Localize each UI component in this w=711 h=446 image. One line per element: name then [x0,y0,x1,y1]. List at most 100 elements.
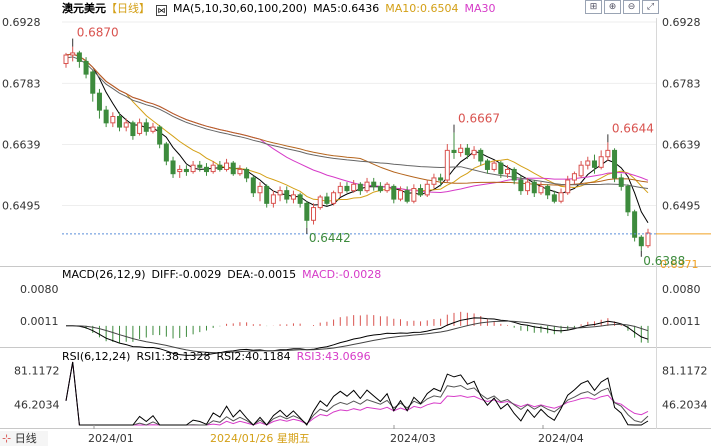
indicator-settings-icon[interactable]: ⋈ [156,5,167,16]
rsi-tick-left: 46.2034 [14,398,60,411]
ma-params-label: MA(5,10,30,60,100,200) [173,2,308,15]
candle-body [203,166,209,173]
candle-body [331,192,337,204]
candle-body [177,168,183,173]
candle-body [364,181,370,192]
main-legend: 澳元美元【日线】 ⋈ MA(5,10,30,60,100,200) MA5:0.643… [62,1,502,17]
candle-body [264,185,270,204]
candle-body [438,177,444,181]
candle-body [511,168,517,181]
ma200-line [65,56,649,189]
candle-body [217,164,223,170]
candle-body [70,52,76,56]
timeframe-badge[interactable]: ⊹ 日线 [0,431,48,446]
price-tick-right: 0.6783 [662,77,701,90]
ma10-line [65,53,649,202]
zoom-out-icon[interactable]: ⊖ [623,0,640,14]
candle-body [103,109,109,124]
high-label-2: 0.6667 [458,112,500,126]
candle-body [123,122,129,128]
candle-body [284,190,290,200]
grid-icon[interactable]: ⊞ [585,0,602,14]
candle-body [90,71,96,94]
candle-body [578,164,584,177]
candle-body [377,185,383,192]
candle-body [464,147,470,156]
zoom-in-icon[interactable]: ⊕ [604,0,621,14]
expand-icon[interactable]: ⤢ [642,0,659,14]
timeframe-label: 日线 [14,432,37,445]
rsi-params-label: RSI(6,12,24) [62,350,131,363]
current-price-label: 0.6371 [660,258,699,271]
macd-diff-value: DIFF:-0.0029 [151,268,222,281]
candle-body [76,52,82,62]
candle-body [290,194,296,200]
period-label[interactable]: 【日线】 [106,2,150,15]
candle-body [163,143,169,162]
macd-tick-left: 0.0011 [20,315,59,328]
candle-body [83,60,89,75]
price-tick-right: 0.6495 [662,199,701,212]
date-label-mar: 2024/03 [390,432,436,445]
crosshair-icon: ⊹ [2,432,12,445]
rsi-tick-left: 81.1172 [14,365,60,378]
candle-body [351,183,357,192]
candle-body [391,185,397,200]
price-tick-right: 0.6639 [662,138,701,151]
candle-body [143,122,149,132]
candle-body [277,190,283,196]
candle-body [565,179,571,194]
candle-body [63,54,69,65]
candle-body [137,122,143,134]
candle-body [117,115,123,128]
rsi1-value: RSI1:38.1328 [136,350,211,363]
candle-body [645,232,651,247]
candle-body [150,126,156,132]
candle-body [531,181,537,194]
candle-body [304,202,310,221]
candle-body [317,196,323,209]
rsi-tick-right: 81.1172 [662,365,708,378]
candle-body [571,173,577,181]
candle-body [525,181,531,192]
ma30-value: MA30 [464,2,496,15]
candle-body [478,149,484,162]
macd-dea-value: DEA:-0.0015 [227,268,297,281]
candle-body [505,168,511,175]
candle-body [110,115,116,124]
candle-body [625,185,631,213]
macd-diff-line [65,317,649,356]
candle-body [638,236,644,247]
candle-body [431,177,437,185]
candle-body [190,164,196,173]
price-tick-left: 0.6495 [2,199,41,212]
candle-body [237,168,243,175]
candle-body [518,179,524,192]
candle-body [484,160,490,170]
candle-body [157,126,163,145]
candle-body [183,168,189,173]
candle-body [471,149,477,156]
candle-body [598,156,604,168]
candle-body [311,207,317,221]
ma100-line [65,53,649,186]
price-tick-right: 0.6928 [662,16,701,29]
candle-body [384,183,390,192]
candle-body [545,185,551,196]
macd-params-label: MACD(26,12,9) [62,268,146,281]
candle-body [337,185,343,194]
macd-tick-right: 0.0080 [662,283,701,296]
candle-body [297,194,303,204]
high-label-3: 0.6644 [612,121,654,135]
candle-body [551,194,557,202]
candle-body [244,168,250,179]
candle-body [371,181,377,187]
candle-body [605,149,611,158]
candle-body [612,149,618,179]
price-tick-left: 0.6639 [2,138,41,151]
ma5-value: MA5:0.6436 [313,2,380,15]
candle-body [558,192,564,202]
candle-body [250,177,256,194]
toolbar: ⊞ ⊕ ⊖ ⤢ [585,0,659,14]
